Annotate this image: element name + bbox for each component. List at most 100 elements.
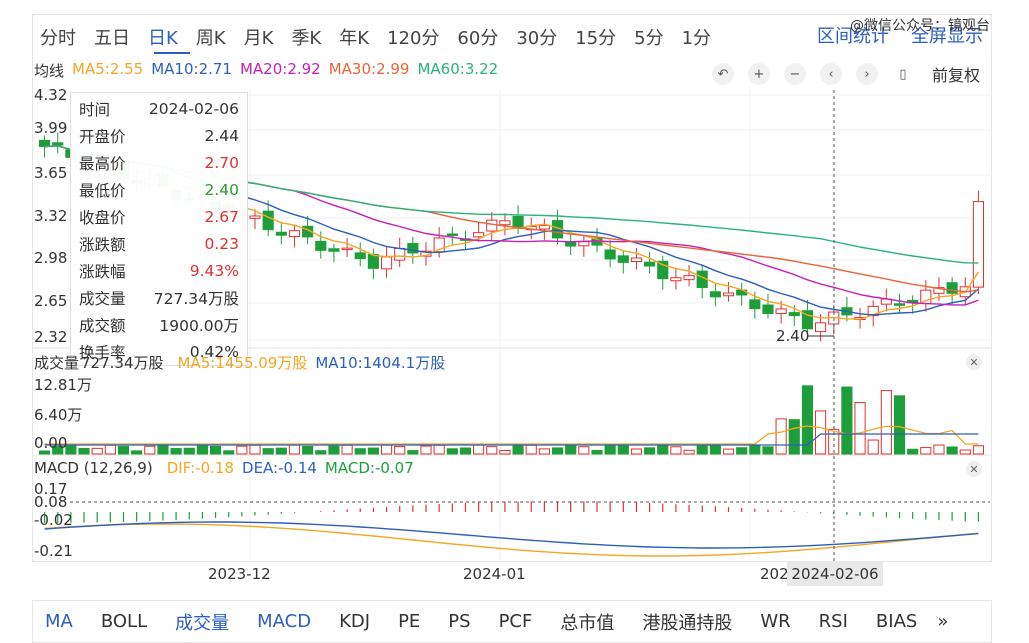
volume-bar [117,445,130,455]
period-tab[interactable]: 15分 [575,28,617,49]
volume-bar [946,446,958,455]
volume-bar [236,445,248,455]
indicator-tab[interactable]: 成交量 [175,612,230,634]
volume-bar [486,446,498,455]
date-label: 2024-01 [463,565,526,583]
tooltip-row: 时间 2024-02-06 [79,95,239,122]
candle-body [302,225,314,238]
candle-body [538,224,550,230]
candle-body [367,254,379,269]
indicator-tab[interactable]: BOLL [100,611,148,632]
adjust-mode-label[interactable]: 前复权 [932,66,981,85]
more-indicators-icon[interactable]: » [937,611,949,632]
macd-dea: DEA:-0.14 [242,459,317,477]
watermark-text: @微信公众号：镜观台 [850,18,990,34]
indicator-tab[interactable]: MA [45,611,73,632]
date-label: 2023-12 [208,565,271,583]
candle-icon[interactable]: ▯ [899,66,907,82]
price-tick: 4.32 [34,86,68,104]
indicator-tab[interactable]: BIAS [875,611,918,632]
volume-value: 727.34万股 [81,354,164,372]
volume-bar [328,445,340,455]
kline-tooltip: 时间 2024-02-06 开盘价 2.44 最高价 2.70 最低价 2.40 收盘价 2.67… [70,92,248,366]
volume-bar [696,445,708,455]
period-tab[interactable]: 5分 [634,28,664,49]
ma20-label: MA20:2.92 [239,60,321,78]
volume-tick: 0.00 [34,434,68,452]
macd-tick: -0.02 [34,511,73,529]
volume-close-icon[interactable]: ✕ [966,354,982,370]
volume-title: 成交量 [34,354,80,372]
candle-body [394,247,406,261]
tooltip-value: 727.34万股 [153,289,239,308]
period-tab[interactable]: 分时 [40,28,76,49]
indicator-tab[interactable]: RSI [818,611,848,632]
candle-body [380,256,393,270]
undo-icon[interactable]: ↶ [712,63,734,85]
volume-bar [288,444,301,455]
tooltip-row: 成交额 1900.00万 [79,311,239,338]
chevron-right-icon[interactable]: › [856,63,878,85]
indicator-tab[interactable]: WR [760,611,791,632]
volume-bar [617,444,629,455]
volume-bar [39,450,51,455]
volume-bar [473,444,485,455]
indicator-tab[interactable]: MACD [257,611,312,632]
macd-close-icon[interactable]: ✕ [966,461,982,477]
tooltip-row: 涨跌额 0.23 [79,230,239,257]
period-tab[interactable]: 60分 [457,28,499,49]
volume-bar [972,445,985,455]
range-stats-link[interactable]: 区间统计 [817,26,889,47]
indicator-tab[interactable]: 港股通持股 [642,612,733,634]
candle-body [315,240,327,251]
volume-bar [828,428,840,455]
volume-bar [920,447,932,455]
volume-bar [604,445,616,455]
fullscreen-link[interactable]: 全屏显示 [911,26,983,47]
price-tick: 2.32 [34,328,68,346]
tooltip-key: 开盘价 [79,127,126,146]
volume-bar [446,448,458,455]
period-tab[interactable]: 季K [291,28,322,49]
candle-body [709,291,721,298]
zoom-out-icon[interactable]: − [784,63,806,85]
macd-dif: DIF:-0.18 [166,459,235,477]
volume-bar [591,449,603,455]
zoom-in-icon[interactable]: + [748,63,770,85]
tooltip-row: 最低价 2.40 [79,176,239,203]
tooltip-value: 0.23 [204,234,239,253]
volume-bar [893,395,906,455]
tooltip-key: 涨跌幅 [79,262,126,281]
indicator-tab[interactable]: PS [448,611,471,632]
chevron-left-icon[interactable]: ‹ [820,63,842,85]
candle-body [407,243,419,254]
candle-body [486,219,498,232]
candle-body [788,312,800,317]
volume-ma5: MA5:1455.09万股 [177,354,308,372]
price-tick: 3.99 [34,119,68,137]
indicator-tab[interactable]: KDJ [339,611,371,632]
volume-bar [512,445,524,455]
indicator-tab[interactable]: 总市值 [560,612,615,634]
indicator-tab[interactable]: PE [398,611,421,632]
candle-body [722,292,735,297]
period-tab[interactable]: 120分 [387,28,440,49]
period-tab[interactable]: 五日 [94,28,130,49]
period-tab[interactable]: 周K [195,28,226,49]
candle-body [328,248,340,252]
period-tab[interactable]: 日K [148,28,178,49]
period-tab[interactable]: 30分 [516,28,558,49]
volume-bar [315,450,327,455]
period-tab[interactable]: 1分 [681,28,712,49]
volume-bar [341,444,353,455]
period-tab[interactable]: 月K [243,28,274,49]
period-tab[interactable]: 年K [339,28,370,49]
macd-tick: 0.17 [34,480,68,498]
ma60-label: MA60:3.22 [417,60,499,78]
indicator-tab[interactable]: PCF [498,611,533,632]
tooltip-key: 成交额 [79,316,126,335]
volume-bar [433,444,445,455]
candle-body [446,233,458,236]
low-price-marker: 2.40 [776,327,810,345]
candle-body [815,322,827,333]
